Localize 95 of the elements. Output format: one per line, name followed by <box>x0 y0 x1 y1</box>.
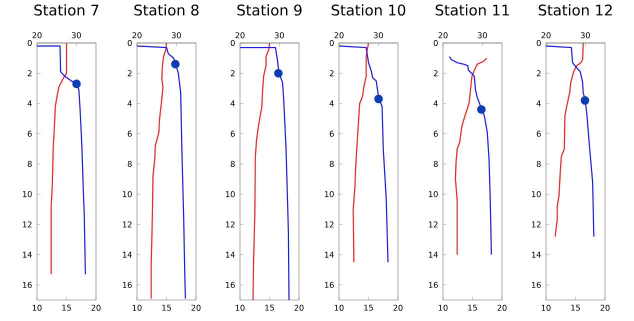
y-tick-label: 12 <box>226 221 234 228</box>
y-tick-label: 16 <box>532 282 541 288</box>
x-tick-label: 10 <box>542 304 551 311</box>
y-tick-label: 10 <box>122 191 132 198</box>
y-tick-label: 6 <box>434 130 438 137</box>
y-tick-label: 10 <box>22 191 32 198</box>
y-tick-label: 8 <box>434 160 438 167</box>
chart-title: Station 10 <box>332 4 406 16</box>
chart-title: Station 9 <box>237 4 302 16</box>
x-tick-label: 20 <box>600 304 610 311</box>
y-tick-label: 0 <box>28 40 32 46</box>
y-tick-label: 10 <box>428 191 438 198</box>
y-tick-label: 16 <box>428 282 438 288</box>
y-tick-label: 0 <box>330 40 334 46</box>
x-tick-label: 15 <box>571 304 580 311</box>
y-tick-label: 6 <box>128 130 132 137</box>
x-tick-label: 10 <box>132 304 142 311</box>
line-series <box>554 43 584 238</box>
x-tick-label: 15 <box>162 304 171 311</box>
y-tick-label: 4 <box>536 100 541 106</box>
y-tick-label: 12 <box>324 221 334 228</box>
y-tick-label: 2 <box>434 70 438 76</box>
x-tick-label: 15 <box>468 304 477 311</box>
y-tick-label: 16 <box>122 282 132 288</box>
x-tick-label: 20 <box>294 304 304 311</box>
x2-tick-label: 20 <box>334 32 344 38</box>
y-tick-label: 16 <box>226 282 235 288</box>
y-tick-label: 6 <box>230 130 235 137</box>
line-series <box>252 43 270 300</box>
line-series <box>50 43 68 275</box>
y-tick-label: 10 <box>324 191 334 198</box>
y-tick-label: 4 <box>28 100 32 106</box>
y-tick-label: 0 <box>536 40 541 46</box>
y-tick-label: 14 <box>428 252 438 258</box>
x-tick-label: 10 <box>32 304 42 311</box>
y-tick-label: 0 <box>434 40 438 46</box>
x-tick-label: 15 <box>265 304 274 311</box>
y-tick-label: 2 <box>128 70 132 76</box>
x2-tick-label: 30 <box>374 32 383 38</box>
x2-tick-label: 30 <box>478 32 487 38</box>
x-tick-label: 20 <box>192 304 201 311</box>
y-tick-label: 2 <box>230 70 234 76</box>
x2-tick-label: 20 <box>132 32 142 38</box>
y-tick-label: 10 <box>532 191 541 198</box>
y-tick-label: 8 <box>128 160 132 167</box>
line-series <box>454 58 488 256</box>
y-tick-label: 8 <box>28 160 32 167</box>
y-tick-label: 8 <box>330 160 334 167</box>
x-tick-label: 10 <box>438 304 448 311</box>
x-tick-label: 20 <box>394 304 403 311</box>
chart-title: Station 11 <box>436 4 509 16</box>
chart-title: Station 8 <box>134 4 199 16</box>
y-tick-label: 14 <box>226 252 235 258</box>
y-tick-label: 10 <box>226 191 235 198</box>
chart-title: Station 7 <box>34 4 98 16</box>
y-tick-label: 16 <box>324 282 334 288</box>
x2-tick-label: 30 <box>580 32 590 38</box>
y-tick-label: 4 <box>230 100 235 106</box>
x2-tick-label: 20 <box>542 32 551 38</box>
y-tick-label: 12 <box>532 221 540 228</box>
x-tick-label: 10 <box>236 304 245 311</box>
x2-tick-label: 20 <box>32 32 42 38</box>
x2-tick-label: 30 <box>274 32 284 38</box>
y-tick-label: 14 <box>122 252 132 258</box>
y-tick-label: 14 <box>324 252 334 258</box>
y-tick-label: 2 <box>330 70 334 76</box>
x-tick-label: 20 <box>498 304 507 311</box>
y-tick-label: 14 <box>22 252 32 258</box>
x-tick-label: 10 <box>334 304 344 311</box>
y-tick-label: 8 <box>536 160 541 167</box>
x2-tick-label: 30 <box>72 32 81 38</box>
y-tick-label: 12 <box>428 221 438 228</box>
line-series <box>150 43 168 300</box>
y-tick-label: 6 <box>330 130 334 137</box>
y-tick-label: 6 <box>536 130 541 137</box>
y-tick-label: 4 <box>434 100 438 106</box>
y-tick-label: 2 <box>28 70 32 76</box>
x-tick-label: 15 <box>364 304 373 311</box>
chart-title: Station 12 <box>538 4 612 16</box>
y-tick-label: 14 <box>532 252 541 258</box>
y-tick-label: 16 <box>22 282 32 288</box>
x-tick-label: 20 <box>92 304 101 311</box>
x2-tick-label: 30 <box>172 32 181 38</box>
y-tick-label: 4 <box>128 100 132 106</box>
y-tick-label: 0 <box>230 40 235 46</box>
y-tick-label: 4 <box>330 100 334 106</box>
y-tick-label: 12 <box>22 221 32 228</box>
x2-tick-label: 20 <box>236 32 245 38</box>
y-tick-label: 8 <box>230 160 235 167</box>
y-tick-label: 12 <box>122 221 132 228</box>
y-tick-label: 6 <box>28 130 32 137</box>
y-tick-label: 0 <box>128 40 132 46</box>
y-tick-label: 2 <box>536 70 540 76</box>
x2-tick-label: 20 <box>438 32 448 38</box>
x-tick-label: 15 <box>62 304 71 311</box>
